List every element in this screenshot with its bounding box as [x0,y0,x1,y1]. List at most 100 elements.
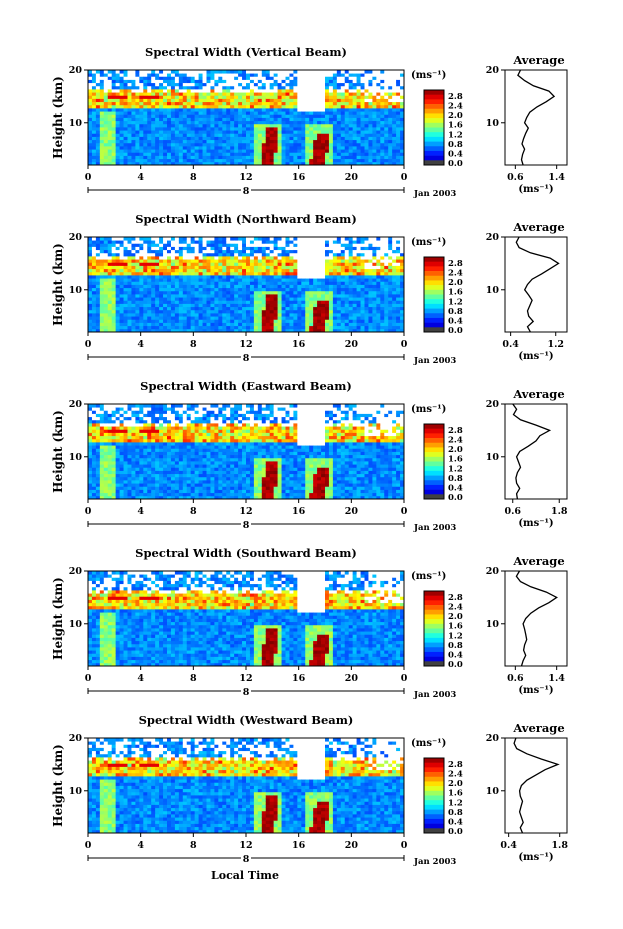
average-y-tick-label: 20 [486,232,500,243]
colorbar-unit: (ms⁻¹) [411,404,446,415]
x-tick-label: 0 [85,840,92,851]
y-tick-label: 20 [69,733,83,744]
colorbar-tick-label: 2.4 [448,603,463,613]
x-tick-label: 16 [292,339,306,350]
average-profile-line [515,570,558,667]
average-x-tick-label: 0.6 [507,673,524,684]
x-tick-label: 0 [85,172,92,183]
average-x-axis-label: (ms⁻¹) [518,351,553,362]
average-x-tick-label: 0.4 [502,339,519,350]
x-tick-label: 16 [292,506,306,517]
colorbar-tick-label: 1.2 [448,464,463,474]
colorbar-tick-label: 2.8 [448,259,463,269]
average-x-axis-label: (ms⁻¹) [518,518,553,529]
colorbar-tick-label: 0.8 [448,307,463,317]
colorbar-tick-label: 1.6 [448,455,463,465]
panel-title: Spectral Width (Southward Beam) [135,546,357,560]
average-y-tick-label: 10 [486,285,500,296]
colorbar-tick-label: 0.8 [448,808,463,818]
x-tick-label: 0 [85,673,92,684]
x-tick-label: 0 [401,673,408,684]
average-x-tick-label: 1.2 [547,339,564,350]
colorbar-tick-label: 0.0 [448,159,463,169]
x-tick-label: 16 [292,840,306,851]
day-label: 8 [243,353,250,364]
panel-2: Spectral Width (Eastward Beam) 0 4 8 12 16 20 0… [51,379,568,533]
average-frame [504,403,568,500]
panel-1: Spectral Width (Northward Beam) 0 4 8 12 16 20… [51,212,568,366]
average-y-tick-label: 10 [486,786,500,797]
average-x-axis-label: (ms⁻¹) [518,852,553,863]
x-tick-label: 8 [190,339,197,350]
x-tick-label: 8 [190,506,197,517]
colorbar-tick-label: 0.4 [448,650,463,660]
panel-title: Spectral Width (Eastward Beam) [140,379,352,393]
y-tick-label: 10 [69,786,83,797]
average-x-axis-label: (ms⁻¹) [518,685,553,696]
average-profile-line [515,236,560,333]
colorbar-tick-label: 2.0 [448,612,463,622]
y-axis-label: Height (km) [51,410,65,493]
x-tick-label: 8 [190,172,197,183]
colorbar-tick-label: 0.0 [448,660,463,670]
colorbar-tick-label: 0.4 [448,316,463,326]
x-tick-label: 0 [401,506,408,517]
colorbar-tick-label: 0.8 [448,641,463,651]
average-y-tick-label: 20 [486,65,500,76]
average-y-tick-label: 20 [486,733,500,744]
colorbar-tick-label: 2.8 [448,593,463,603]
day-label: 8 [243,186,250,197]
colorbar-tick-label: 2.0 [448,111,463,121]
y-tick-label: 20 [69,65,83,76]
colorbar-tick-label: 0.0 [448,827,463,837]
x-tick-label: 16 [292,172,306,183]
heatmap-cells [88,70,405,166]
colorbar-tick-label: 1.2 [448,631,463,641]
average-profile-line [512,403,552,500]
panel-title: Spectral Width (Vertical Beam) [145,45,347,59]
colorbar: 2.82.42.01.61.20.80.40.0 [423,89,463,169]
date-label: Jan 2003 [413,857,456,867]
average-frame [504,69,568,166]
y-tick-label: 20 [69,399,83,410]
average-y-tick-label: 10 [486,452,500,463]
colorbar-unit: (ms⁻¹) [411,571,446,582]
average-y-tick-label: 10 [486,619,500,630]
x-tick-label: 8 [190,840,197,851]
x-tick-label: 4 [137,506,144,517]
x-tick-label: 4 [137,673,144,684]
average-x-tick-label: 1.8 [551,506,568,517]
colorbar-tick-label: 2.4 [448,436,463,446]
colorbar-tick-label: 1.2 [448,130,463,140]
y-axis-label: Height (km) [51,577,65,660]
colorbar-unit: (ms⁻¹) [411,237,446,248]
heatmap-cells [88,237,405,333]
y-axis-label: Height (km) [51,76,65,159]
x-tick-label: 8 [190,673,197,684]
average-title: Average [512,721,564,735]
y-axis-label: Height (km) [51,744,65,827]
average-x-tick-label: 1.4 [548,172,565,183]
x-tick-label: 4 [137,840,144,851]
average-y-tick-label: 20 [486,399,500,410]
average-x-tick-label: 1.4 [548,673,565,684]
day-label: 8 [243,687,250,698]
average-profile-line [517,69,556,166]
colorbar-tick-label: 0.0 [448,326,463,336]
colorbar-tick-label: 0.8 [448,140,463,150]
x-tick-label: 0 [401,339,408,350]
average-frame [504,236,568,333]
panel-title: Spectral Width (Northward Beam) [135,212,357,226]
colorbar-tick-label: 0.4 [448,483,463,493]
average-frame [504,570,568,667]
y-tick-label: 20 [69,232,83,243]
colorbar-tick-label: 2.0 [448,445,463,455]
y-axis-label: Height (km) [51,243,65,326]
heatmap-cells [88,404,405,500]
colorbar-tick-label: 2.8 [448,760,463,770]
x-tick-label: 20 [345,172,359,183]
colorbar-tick-label: 2.4 [448,770,463,780]
average-profile-line [513,737,560,834]
day-label: 8 [243,854,250,865]
